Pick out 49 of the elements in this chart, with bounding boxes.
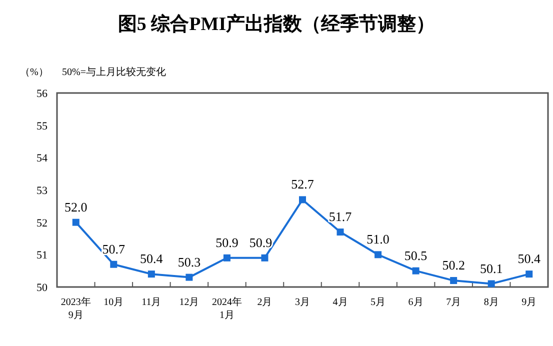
x-tick-label: 8月: [484, 297, 499, 308]
y-tick-label: 53: [36, 185, 48, 197]
data-label: 50.2: [442, 258, 465, 273]
x-tick-label: 9月: [522, 297, 537, 308]
x-tick-label: 2023年 9月: [60, 296, 91, 321]
y-tick-label: 52: [36, 217, 48, 230]
point: [374, 251, 382, 258]
data-label: 51.7: [328, 209, 352, 224]
x-tick-label: 4月: [332, 297, 348, 308]
data-label: 50.1: [480, 260, 503, 276]
data-label: 52.7: [291, 176, 314, 192]
y-tick-label: 51: [36, 250, 48, 262]
x-tick-label: 3月: [295, 297, 310, 308]
point: [110, 260, 118, 268]
x-tick-label: 7月: [446, 297, 462, 308]
y-tick-label: 55: [36, 120, 48, 132]
x-tick-label: 2024年 1月: [212, 296, 242, 321]
y-tick-label: 54: [36, 152, 48, 165]
x-tick-label: 5月: [370, 297, 386, 308]
text: 50%=与上月比较无变化: [62, 66, 166, 78]
point: [412, 267, 420, 274]
data-label: 52.0: [64, 199, 88, 214]
point: [488, 280, 495, 288]
point: [299, 196, 306, 204]
data-label: 50.9: [249, 234, 272, 250]
y-axis-title: （%）: [20, 67, 48, 78]
data-label: 50.3: [178, 254, 201, 270]
data-label: 50.9: [216, 234, 238, 250]
point: [148, 270, 155, 278]
data-label: 50.4: [518, 251, 541, 266]
point: [223, 254, 230, 262]
x-tick-label: 2月: [257, 297, 272, 308]
y-tick-label: 56: [36, 88, 48, 100]
point: [526, 270, 533, 278]
point: [261, 254, 268, 262]
x-tick-label: 12月: [179, 297, 200, 308]
x-tick-label: 10月: [104, 297, 124, 308]
point: [72, 218, 80, 226]
data-label: 51.0: [366, 232, 390, 247]
y-tick-label: 50: [36, 282, 48, 294]
point: [336, 228, 344, 236]
x-tick-label: 11月: [142, 297, 162, 308]
x-tick-label: 6月: [408, 297, 424, 308]
point: [186, 274, 193, 281]
data-label: 50.5: [404, 248, 428, 263]
chart-title: 图5 综合PMI产出指数（经季节调整）: [118, 13, 436, 35]
data-label: 50.4: [140, 251, 164, 266]
data-label: 50.7: [102, 241, 126, 256]
point: [450, 277, 458, 284]
